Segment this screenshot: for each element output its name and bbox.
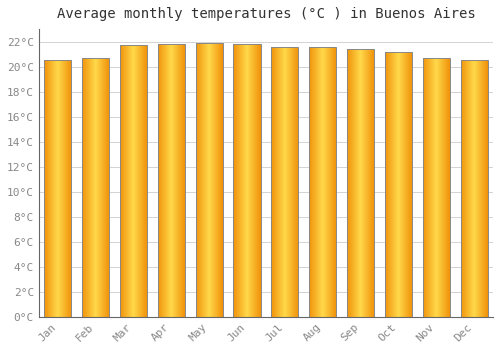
Bar xyxy=(385,51,412,317)
Bar xyxy=(120,45,147,317)
Bar xyxy=(460,60,488,317)
Bar xyxy=(158,44,185,317)
Bar xyxy=(422,58,450,317)
Bar xyxy=(44,60,72,317)
Bar xyxy=(309,47,336,317)
Bar xyxy=(234,44,260,317)
Bar xyxy=(196,43,223,317)
Bar xyxy=(271,47,298,317)
Bar xyxy=(347,49,374,317)
Title: Average monthly temperatures (°C ) in Buenos Aires: Average monthly temperatures (°C ) in Bu… xyxy=(56,7,476,21)
Bar xyxy=(82,58,109,317)
